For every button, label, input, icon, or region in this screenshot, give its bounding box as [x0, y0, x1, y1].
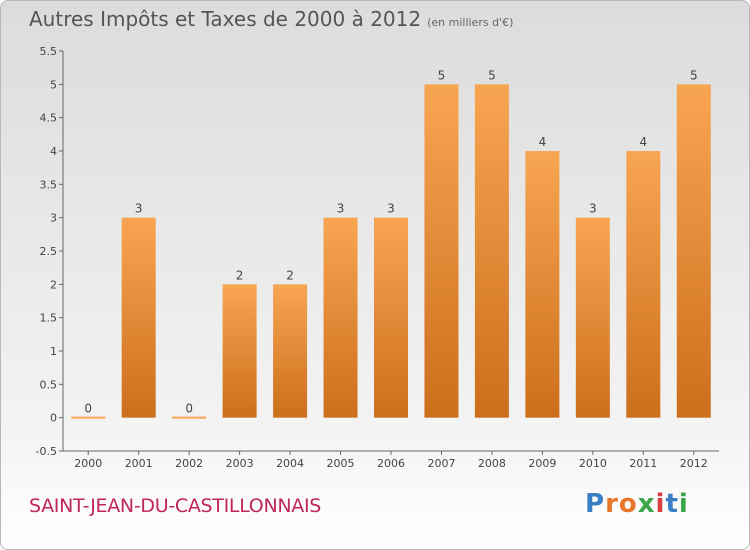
y-tick-label: 5.5 [40, 45, 58, 58]
x-tick-label: 2003 [226, 457, 254, 470]
data-label: 5 [488, 68, 496, 82]
x-tick-label: 2011 [629, 457, 657, 470]
bar [525, 151, 560, 418]
data-label: 0 [84, 402, 92, 416]
y-tick-label: 2 [50, 278, 57, 291]
y-tick-label: 3.5 [40, 178, 58, 191]
data-label: 2 [286, 268, 294, 282]
commune-name: SAINT-JEAN-DU-CASTILLONNAIS [29, 495, 322, 517]
bar [676, 84, 711, 418]
data-label: 3 [135, 202, 143, 216]
chart-title-text: Autres Impôts et Taxes de 2000 à 2012 [29, 7, 422, 31]
proxiti-logo: Proxiti [585, 489, 689, 519]
bar [575, 217, 610, 418]
data-label: 3 [337, 202, 345, 216]
x-tick-label: 2009 [528, 457, 556, 470]
logo-letter: o [618, 489, 638, 519]
x-tick-label: 2005 [327, 457, 355, 470]
logo-letter: i [678, 489, 689, 519]
bar [222, 284, 257, 418]
y-tick-label: 2.5 [40, 245, 58, 258]
logo-letter: t [665, 489, 679, 519]
data-label: 2 [236, 268, 244, 282]
logo-letter: r [605, 489, 619, 519]
data-label: 0 [185, 402, 193, 416]
y-tick-label: 4 [50, 145, 57, 158]
y-tick-label: 1.5 [40, 312, 58, 325]
y-tick-label: 0 [50, 412, 57, 425]
data-label: 4 [539, 135, 547, 149]
x-tick-label: 2006 [377, 457, 405, 470]
x-tick-label: 2002 [175, 457, 203, 470]
bar [424, 84, 459, 418]
logo-letter: x [637, 489, 656, 519]
bar [474, 84, 509, 418]
y-tick-label: 3 [50, 212, 57, 225]
bar [374, 217, 408, 418]
y-tick-label: 0.5 [40, 378, 58, 391]
y-tick-label: 4.5 [40, 112, 58, 125]
logo-letter: P [585, 489, 606, 519]
bar [273, 284, 308, 418]
x-tick-label: 2000 [74, 457, 102, 470]
logo-letter: i [655, 489, 666, 519]
data-label: 5 [690, 68, 698, 82]
y-tick-label: 5 [50, 78, 57, 91]
data-label: 4 [639, 135, 647, 149]
data-label: 3 [589, 202, 597, 216]
bar [323, 217, 358, 418]
y-tick-label: 1 [50, 345, 57, 358]
x-tick-label: 2008 [478, 457, 506, 470]
x-tick-label: 2012 [680, 457, 708, 470]
bar [121, 217, 156, 418]
y-tick-label: -0.5 [36, 445, 57, 458]
x-tick-label: 2010 [579, 457, 607, 470]
chart-unit: (en milliers d'€) [427, 16, 514, 29]
x-tick-label: 2001 [125, 457, 153, 470]
data-label: 3 [387, 202, 395, 216]
x-tick-label: 2007 [427, 457, 455, 470]
data-label: 5 [438, 68, 446, 82]
bar [626, 151, 661, 418]
chart-title: Autres Impôts et Taxes de 2000 à 2012 (en… [29, 7, 513, 31]
x-tick-label: 2004 [276, 457, 304, 470]
